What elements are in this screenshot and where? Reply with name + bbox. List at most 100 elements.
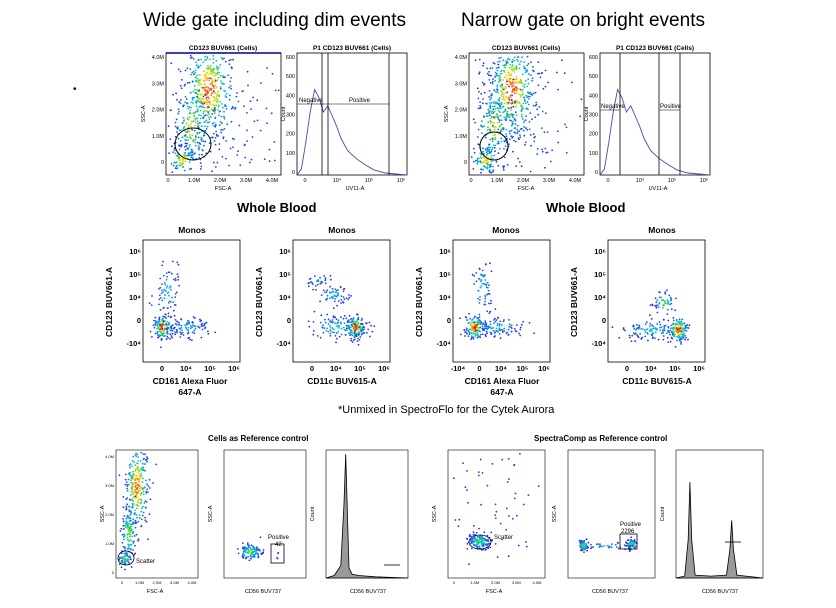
chart-8-event — [124, 483, 127, 486]
chart-7-event — [684, 338, 686, 341]
chart-2-event — [536, 108, 539, 111]
chart-7-event — [679, 325, 682, 328]
chart-7-ytick: 10⁶ — [594, 247, 606, 256]
chart-6-event — [472, 333, 475, 335]
chart-5-event — [334, 316, 336, 319]
chart-5-event — [326, 297, 329, 300]
chart-9-event — [252, 546, 254, 549]
chart-2-event — [512, 122, 514, 125]
chart-4-event — [159, 324, 162, 326]
chart-2-event — [515, 68, 518, 70]
chart-8-xtick: 4.0M — [188, 580, 197, 585]
cells-scatter-xlabel: FSC-A — [147, 589, 164, 595]
chart-2-event — [551, 149, 553, 152]
chart-0-event — [266, 67, 268, 69]
chart-0-event — [197, 65, 200, 67]
chart-7-event — [634, 340, 637, 343]
chart-8-ytick: 2.0M — [105, 512, 114, 517]
chart-2-event — [477, 97, 480, 100]
chart-8-event — [132, 470, 134, 473]
chart-0-event — [219, 100, 221, 103]
chart-12-event — [579, 544, 581, 547]
chart-8-xtick: 1.0M — [135, 580, 144, 585]
chart-2-event — [504, 66, 506, 69]
chart-8-event — [132, 483, 134, 486]
chart-7-event — [682, 335, 685, 338]
chart-4-xtick: 10⁵ — [204, 364, 216, 373]
chart-2-event — [523, 67, 526, 70]
chart-0-event — [218, 143, 221, 145]
heading-narrow-gate: Narrow gate on bright events — [461, 10, 705, 31]
chart-0-event — [224, 95, 227, 97]
chart-2-event — [557, 88, 559, 91]
chart-5-event — [342, 290, 345, 293]
chart-6-event — [481, 269, 484, 272]
chart-0-event — [225, 108, 228, 110]
chart-5-event — [350, 326, 352, 329]
chart-2-event — [530, 144, 532, 147]
chart-2-event — [505, 64, 508, 66]
chart-11-event — [457, 525, 460, 528]
chart-0-event — [172, 93, 174, 96]
chart-11-event — [468, 535, 471, 538]
chart-5-event — [359, 336, 362, 338]
chart-5-event — [335, 291, 337, 293]
chart-4-event — [164, 315, 166, 318]
chart-7-event — [662, 304, 664, 307]
chart-6-event — [479, 330, 482, 333]
chart-0-event — [201, 92, 203, 95]
chart-2-event — [489, 171, 491, 174]
chart-11-event — [475, 531, 478, 534]
chart-5-xtick: 10⁴ — [330, 364, 342, 373]
chart-0-event — [189, 109, 192, 112]
chart-4-event — [177, 321, 180, 324]
chart-6-event — [475, 272, 478, 274]
chart-0-event — [210, 87, 213, 90]
chart-9-event — [252, 548, 255, 550]
chart-2-event — [500, 90, 503, 93]
chart-2-event — [507, 97, 510, 100]
chart-8-event — [125, 560, 127, 563]
chart-0-event — [208, 118, 211, 121]
chart-7-xtick: 0 — [625, 364, 629, 373]
chart-12-event — [627, 545, 630, 547]
chart-2-event — [503, 98, 506, 101]
chart-0-event — [184, 95, 187, 98]
chart-0-event — [192, 139, 195, 142]
chart-6-event — [468, 312, 470, 315]
chart-2-event — [510, 83, 513, 86]
chart-5-event — [343, 315, 346, 317]
chart-8-event — [126, 515, 129, 517]
chart-6-event — [514, 327, 516, 330]
chart-8-event — [152, 482, 154, 484]
chart-2-event — [501, 87, 504, 90]
chart-0-event — [228, 98, 231, 101]
chart-8-event — [146, 456, 148, 458]
chart-2-event — [532, 70, 535, 73]
chart-2-event — [528, 121, 531, 123]
chart-2-event — [504, 145, 507, 147]
chart-2-event — [563, 72, 566, 75]
chart-2-event — [488, 128, 491, 131]
chart-2-event — [489, 107, 492, 110]
chart-6-event — [475, 329, 478, 331]
heading-whole-blood-right: Whole Blood — [546, 200, 626, 215]
chart-8-event — [142, 488, 144, 491]
chart-0-event — [181, 136, 184, 139]
chart-2-event — [490, 94, 492, 97]
chart-0-event — [189, 143, 191, 146]
chart-0-event — [203, 83, 206, 86]
chart-4-event — [194, 327, 197, 330]
chart-0-event — [179, 84, 182, 87]
chart-2-event — [477, 107, 480, 110]
chart-2-event — [529, 170, 532, 173]
chart-0-event — [207, 77, 210, 79]
chart-7-event — [663, 329, 666, 332]
chart-2-event — [500, 123, 503, 126]
chart-6-event — [474, 335, 477, 337]
chart-7-event — [618, 336, 621, 339]
chart-2-event — [520, 127, 523, 130]
chart-2-event — [483, 83, 486, 86]
chart-8-event — [140, 475, 143, 477]
chart-3-ytick: 100 — [589, 151, 598, 157]
